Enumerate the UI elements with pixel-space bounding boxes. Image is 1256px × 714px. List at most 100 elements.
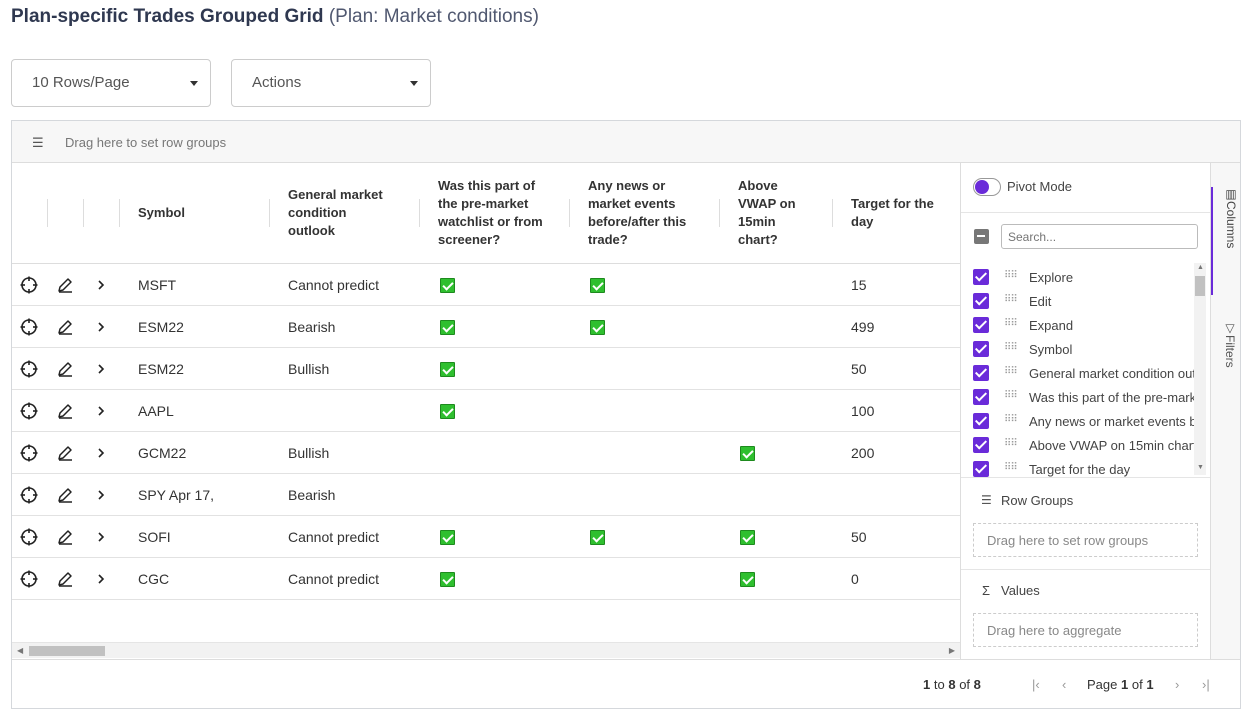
table-row[interactable]: ESM22 Bullish 50 bbox=[12, 348, 960, 390]
drag-handle-icon[interactable]: ⠿⠿ bbox=[1004, 270, 1018, 281]
checked-icon bbox=[440, 404, 455, 419]
pivot-mode-label: Pivot Mode bbox=[1007, 179, 1073, 194]
column-visible-checkbox[interactable] bbox=[973, 389, 989, 405]
horizontal-scrollbar[interactable]: ◀ ▶ bbox=[12, 642, 960, 658]
table-row[interactable]: SOFI Cannot predict 50 bbox=[12, 516, 960, 558]
last-page-icon[interactable]: ›| bbox=[1202, 677, 1210, 692]
header-outlook[interactable]: General market condition outlook bbox=[288, 187, 383, 238]
cell-outlook: Cannot predict bbox=[288, 529, 380, 545]
values-dropzone[interactable]: Drag here to aggregate bbox=[973, 613, 1198, 647]
cell-outlook: Cannot predict bbox=[288, 277, 380, 293]
scrollbar-thumb[interactable] bbox=[29, 646, 105, 656]
drag-handle-icon[interactable]: ⠿⠿ bbox=[1004, 390, 1018, 401]
column-visible-checkbox[interactable] bbox=[973, 437, 989, 453]
header-news[interactable]: Any news or market events before/after t… bbox=[588, 178, 687, 247]
column-visible-checkbox[interactable] bbox=[973, 317, 989, 333]
edit-pencil-icon[interactable] bbox=[56, 570, 74, 591]
next-page-icon[interactable]: › bbox=[1175, 677, 1180, 692]
cell-symbol: GCM22 bbox=[138, 445, 187, 461]
trades-grid: ☰ Drag here to set row groups Symbol Gen… bbox=[11, 120, 1241, 709]
header-separator bbox=[569, 199, 570, 227]
page-indicator: Page 1 of 1 bbox=[1087, 677, 1154, 692]
expand-chevron-icon[interactable] bbox=[94, 402, 108, 423]
explore-crosshair-icon[interactable] bbox=[20, 318, 38, 339]
sigma-icon: Σ bbox=[982, 583, 991, 598]
cell-target: 200 bbox=[851, 445, 875, 461]
edit-pencil-icon[interactable] bbox=[56, 486, 74, 507]
column-visible-checkbox[interactable] bbox=[973, 341, 989, 357]
pivot-mode-toggle[interactable] bbox=[973, 178, 1001, 196]
table-row[interactable]: GCM22 Bullish 200 bbox=[12, 432, 960, 474]
edit-pencil-icon[interactable] bbox=[56, 528, 74, 549]
edit-pencil-icon[interactable] bbox=[56, 318, 74, 339]
cell-target: 0 bbox=[851, 571, 859, 587]
explore-crosshair-icon[interactable] bbox=[20, 444, 38, 465]
expand-chevron-icon[interactable] bbox=[94, 528, 108, 549]
cell-target: 50 bbox=[851, 529, 867, 545]
explore-crosshair-icon[interactable] bbox=[20, 402, 38, 423]
actions-select[interactable]: Actions bbox=[231, 59, 431, 107]
tab-columns[interactable]: ▥ Columns bbox=[1211, 187, 1241, 295]
header-watchlist[interactable]: Was this part of the pre-market watchlis… bbox=[438, 178, 543, 247]
expand-chevron-icon[interactable] bbox=[94, 570, 108, 591]
drag-handle-icon[interactable]: ⠿⠿ bbox=[1004, 342, 1018, 353]
tab-filters[interactable]: ▽ Filters bbox=[1223, 321, 1237, 368]
column-list-scrollbar[interactable]: ▲ ▼ bbox=[1194, 263, 1206, 475]
column-visible-checkbox[interactable] bbox=[973, 269, 989, 285]
scroll-right-icon[interactable]: ▶ bbox=[948, 646, 955, 655]
previous-page-icon[interactable]: ‹ bbox=[1062, 677, 1067, 692]
explore-crosshair-icon[interactable] bbox=[20, 528, 38, 549]
header-symbol[interactable]: Symbol bbox=[138, 205, 185, 220]
row-groups-dropzone[interactable]: Drag here to set row groups bbox=[973, 523, 1198, 557]
caret-down-icon bbox=[190, 81, 198, 86]
expand-chevron-icon[interactable] bbox=[94, 360, 108, 381]
column-visible-checkbox[interactable] bbox=[973, 365, 989, 381]
column-visible-checkbox[interactable] bbox=[973, 413, 989, 429]
explore-crosshair-icon[interactable] bbox=[20, 486, 38, 507]
page-title: Plan-specific Trades Grouped Grid (Plan:… bbox=[11, 6, 539, 27]
drag-handle-icon[interactable]: ⠿⠿ bbox=[1004, 414, 1018, 425]
drag-handle-icon[interactable]: ⠿⠿ bbox=[1004, 438, 1018, 449]
table-row[interactable]: SPY Apr 17, Bearish bbox=[12, 474, 960, 516]
checked-icon bbox=[740, 446, 755, 461]
expand-chevron-icon[interactable] bbox=[94, 318, 108, 339]
header-vwap[interactable]: Above VWAP on 15min chart? bbox=[738, 178, 796, 247]
cell-symbol: SPY Apr 17, bbox=[138, 487, 215, 503]
explore-crosshair-icon[interactable] bbox=[20, 360, 38, 381]
cell-outlook: Bearish bbox=[288, 487, 336, 503]
edit-pencil-icon[interactable] bbox=[56, 444, 74, 465]
drag-handle-icon[interactable]: ⠿⠿ bbox=[1004, 294, 1018, 305]
column-visible-checkbox[interactable] bbox=[973, 461, 989, 477]
edit-pencil-icon[interactable] bbox=[56, 276, 74, 297]
first-page-icon[interactable]: |‹ bbox=[1032, 677, 1040, 692]
row-group-bar[interactable]: ☰ Drag here to set row groups bbox=[12, 121, 1240, 163]
column-list-label: Explore bbox=[1029, 270, 1074, 285]
table-row[interactable]: ESM22 Bearish 499 bbox=[12, 306, 960, 348]
drag-handle-icon[interactable]: ⠿⠿ bbox=[1004, 462, 1018, 473]
table-row[interactable]: MSFT Cannot predict 15 bbox=[12, 264, 960, 306]
edit-pencil-icon[interactable] bbox=[56, 402, 74, 423]
header-target[interactable]: Target for the day bbox=[851, 196, 934, 229]
checked-icon bbox=[590, 530, 605, 545]
scrollbar-thumb[interactable] bbox=[1195, 276, 1205, 296]
column-visible-checkbox[interactable] bbox=[973, 293, 989, 309]
column-list-label: Expand bbox=[1029, 318, 1074, 333]
select-all-checkbox[interactable] bbox=[974, 229, 989, 244]
drag-handle-icon[interactable]: ⠿⠿ bbox=[1004, 366, 1018, 377]
table-row[interactable]: AAPL 100 bbox=[12, 390, 960, 432]
rows-per-page-select[interactable]: 10 Rows/Page bbox=[11, 59, 211, 107]
table-row[interactable]: CGC Cannot predict 0 bbox=[12, 558, 960, 600]
explore-crosshair-icon[interactable] bbox=[20, 276, 38, 297]
column-search-input[interactable] bbox=[1001, 224, 1198, 249]
expand-chevron-icon[interactable] bbox=[94, 444, 108, 465]
drag-handle-icon[interactable]: ⠿⠿ bbox=[1004, 318, 1018, 329]
side-bar-tabs: ▥ Columns ▽ Filters bbox=[1210, 163, 1240, 659]
edit-pencil-icon[interactable] bbox=[56, 360, 74, 381]
explore-crosshair-icon[interactable] bbox=[20, 570, 38, 591]
scroll-up-icon[interactable]: ▲ bbox=[1197, 264, 1204, 271]
column-list-label: Symbol bbox=[1029, 342, 1073, 357]
expand-chevron-icon[interactable] bbox=[94, 486, 108, 507]
scroll-down-icon[interactable]: ▼ bbox=[1197, 464, 1204, 471]
scroll-left-icon[interactable]: ◀ bbox=[17, 646, 24, 655]
expand-chevron-icon[interactable] bbox=[94, 276, 108, 297]
